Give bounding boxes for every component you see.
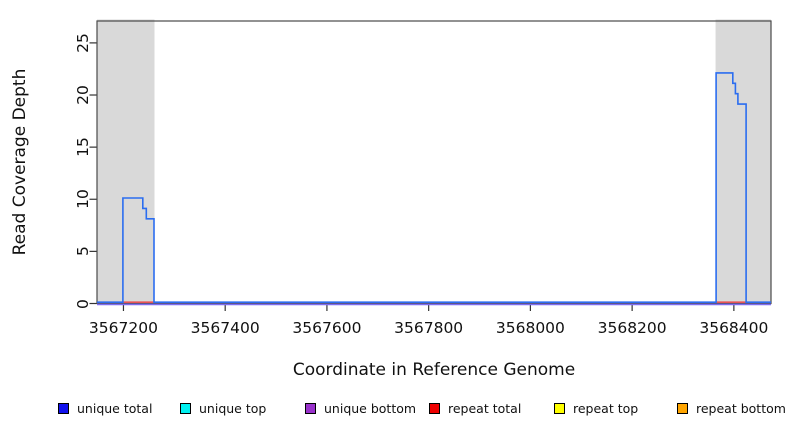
legend-label: unique bottom (324, 400, 417, 416)
x-tick-label: 3567800 (394, 319, 464, 337)
legend-label: repeat total (448, 400, 522, 416)
y-tick-label: 25 (74, 33, 92, 53)
y-axis-title: Read Coverage Depth (10, 68, 30, 256)
repeat-region (715, 19, 771, 304)
legend-swatch (305, 402, 316, 414)
plot-border (96, 20, 772, 305)
y-tick-label: 15 (74, 137, 92, 157)
x-tick-label: 3567200 (88, 319, 158, 337)
x-tick-label: 3567400 (190, 319, 260, 337)
x-tick-label: 3568400 (699, 319, 769, 337)
legend-item-unique-top: unique top (180, 398, 266, 418)
legend-label: repeat top (573, 400, 639, 416)
legend-swatch (58, 402, 69, 414)
legend-label: unique total (77, 400, 153, 416)
repeat-region (97, 19, 155, 304)
legend-label: unique top (199, 400, 267, 416)
legend-swatch (429, 402, 440, 414)
legend-item-repeat-total: repeat total (429, 398, 521, 418)
y-tick-label: 10 (74, 189, 92, 210)
legend-item-unique-bottom: unique bottom (305, 398, 416, 418)
x-tick-label: 3567600 (292, 319, 362, 337)
x-tick-label: 3568200 (597, 319, 667, 337)
y-tick-label: 20 (74, 85, 92, 105)
legend-swatch (180, 402, 191, 414)
legend-swatch (677, 402, 688, 414)
legend: unique total unique top unique bottom repea… (0, 398, 792, 418)
y-tick-label: 0 (74, 298, 92, 309)
legend-item-repeat-top: repeat top (554, 398, 638, 418)
legend-swatch (554, 402, 565, 414)
x-tick-label: 3568000 (495, 319, 565, 337)
x-axis-title: Coordinate in Reference Genome (292, 360, 576, 380)
legend-label: repeat bottom (696, 400, 786, 416)
legend-item-repeat-bottom: repeat bottom (677, 398, 786, 418)
y-tick-label: 5 (74, 246, 92, 257)
legend-item-unique-total: unique total (58, 398, 152, 418)
series-unique-total (97, 72, 771, 304)
